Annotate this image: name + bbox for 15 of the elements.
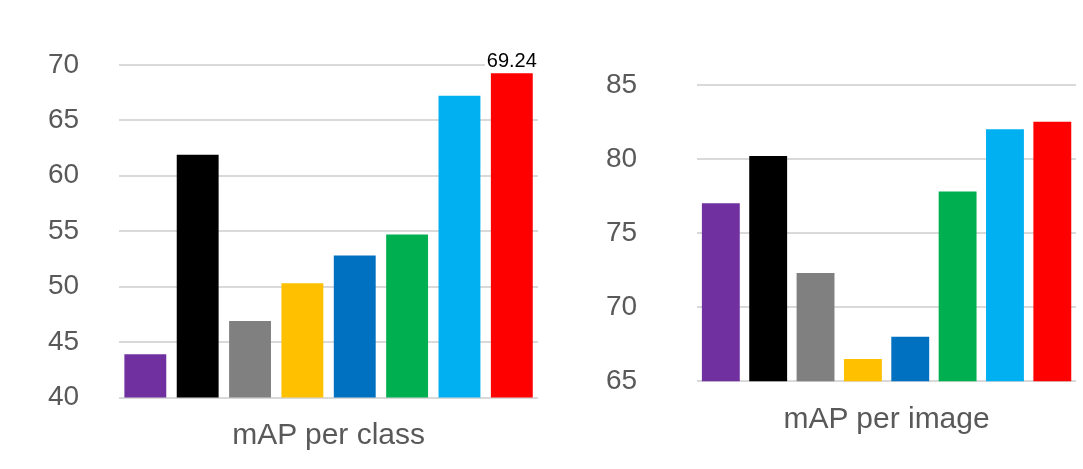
y-tick-label: 55: [47, 213, 80, 245]
y-tick-label: 70: [605, 289, 638, 321]
data-label: 69.24: [486, 48, 537, 71]
y-tick-label: 65: [605, 363, 638, 395]
y-tick-label: 40: [47, 380, 80, 412]
y-tick-label: 60: [47, 158, 80, 190]
x-axis-title: mAP per class: [232, 417, 425, 451]
y-tick-label: 70: [47, 47, 80, 79]
y-tick-label: 75: [605, 215, 638, 247]
y-tick-label: 65: [47, 102, 80, 134]
y-tick-label: 80: [605, 141, 638, 173]
x-axis-title: mAP per image: [783, 400, 990, 434]
y-tick-label: 85: [605, 67, 638, 99]
y-tick-label: 50: [47, 269, 80, 301]
y-tick-label: 45: [47, 324, 80, 356]
